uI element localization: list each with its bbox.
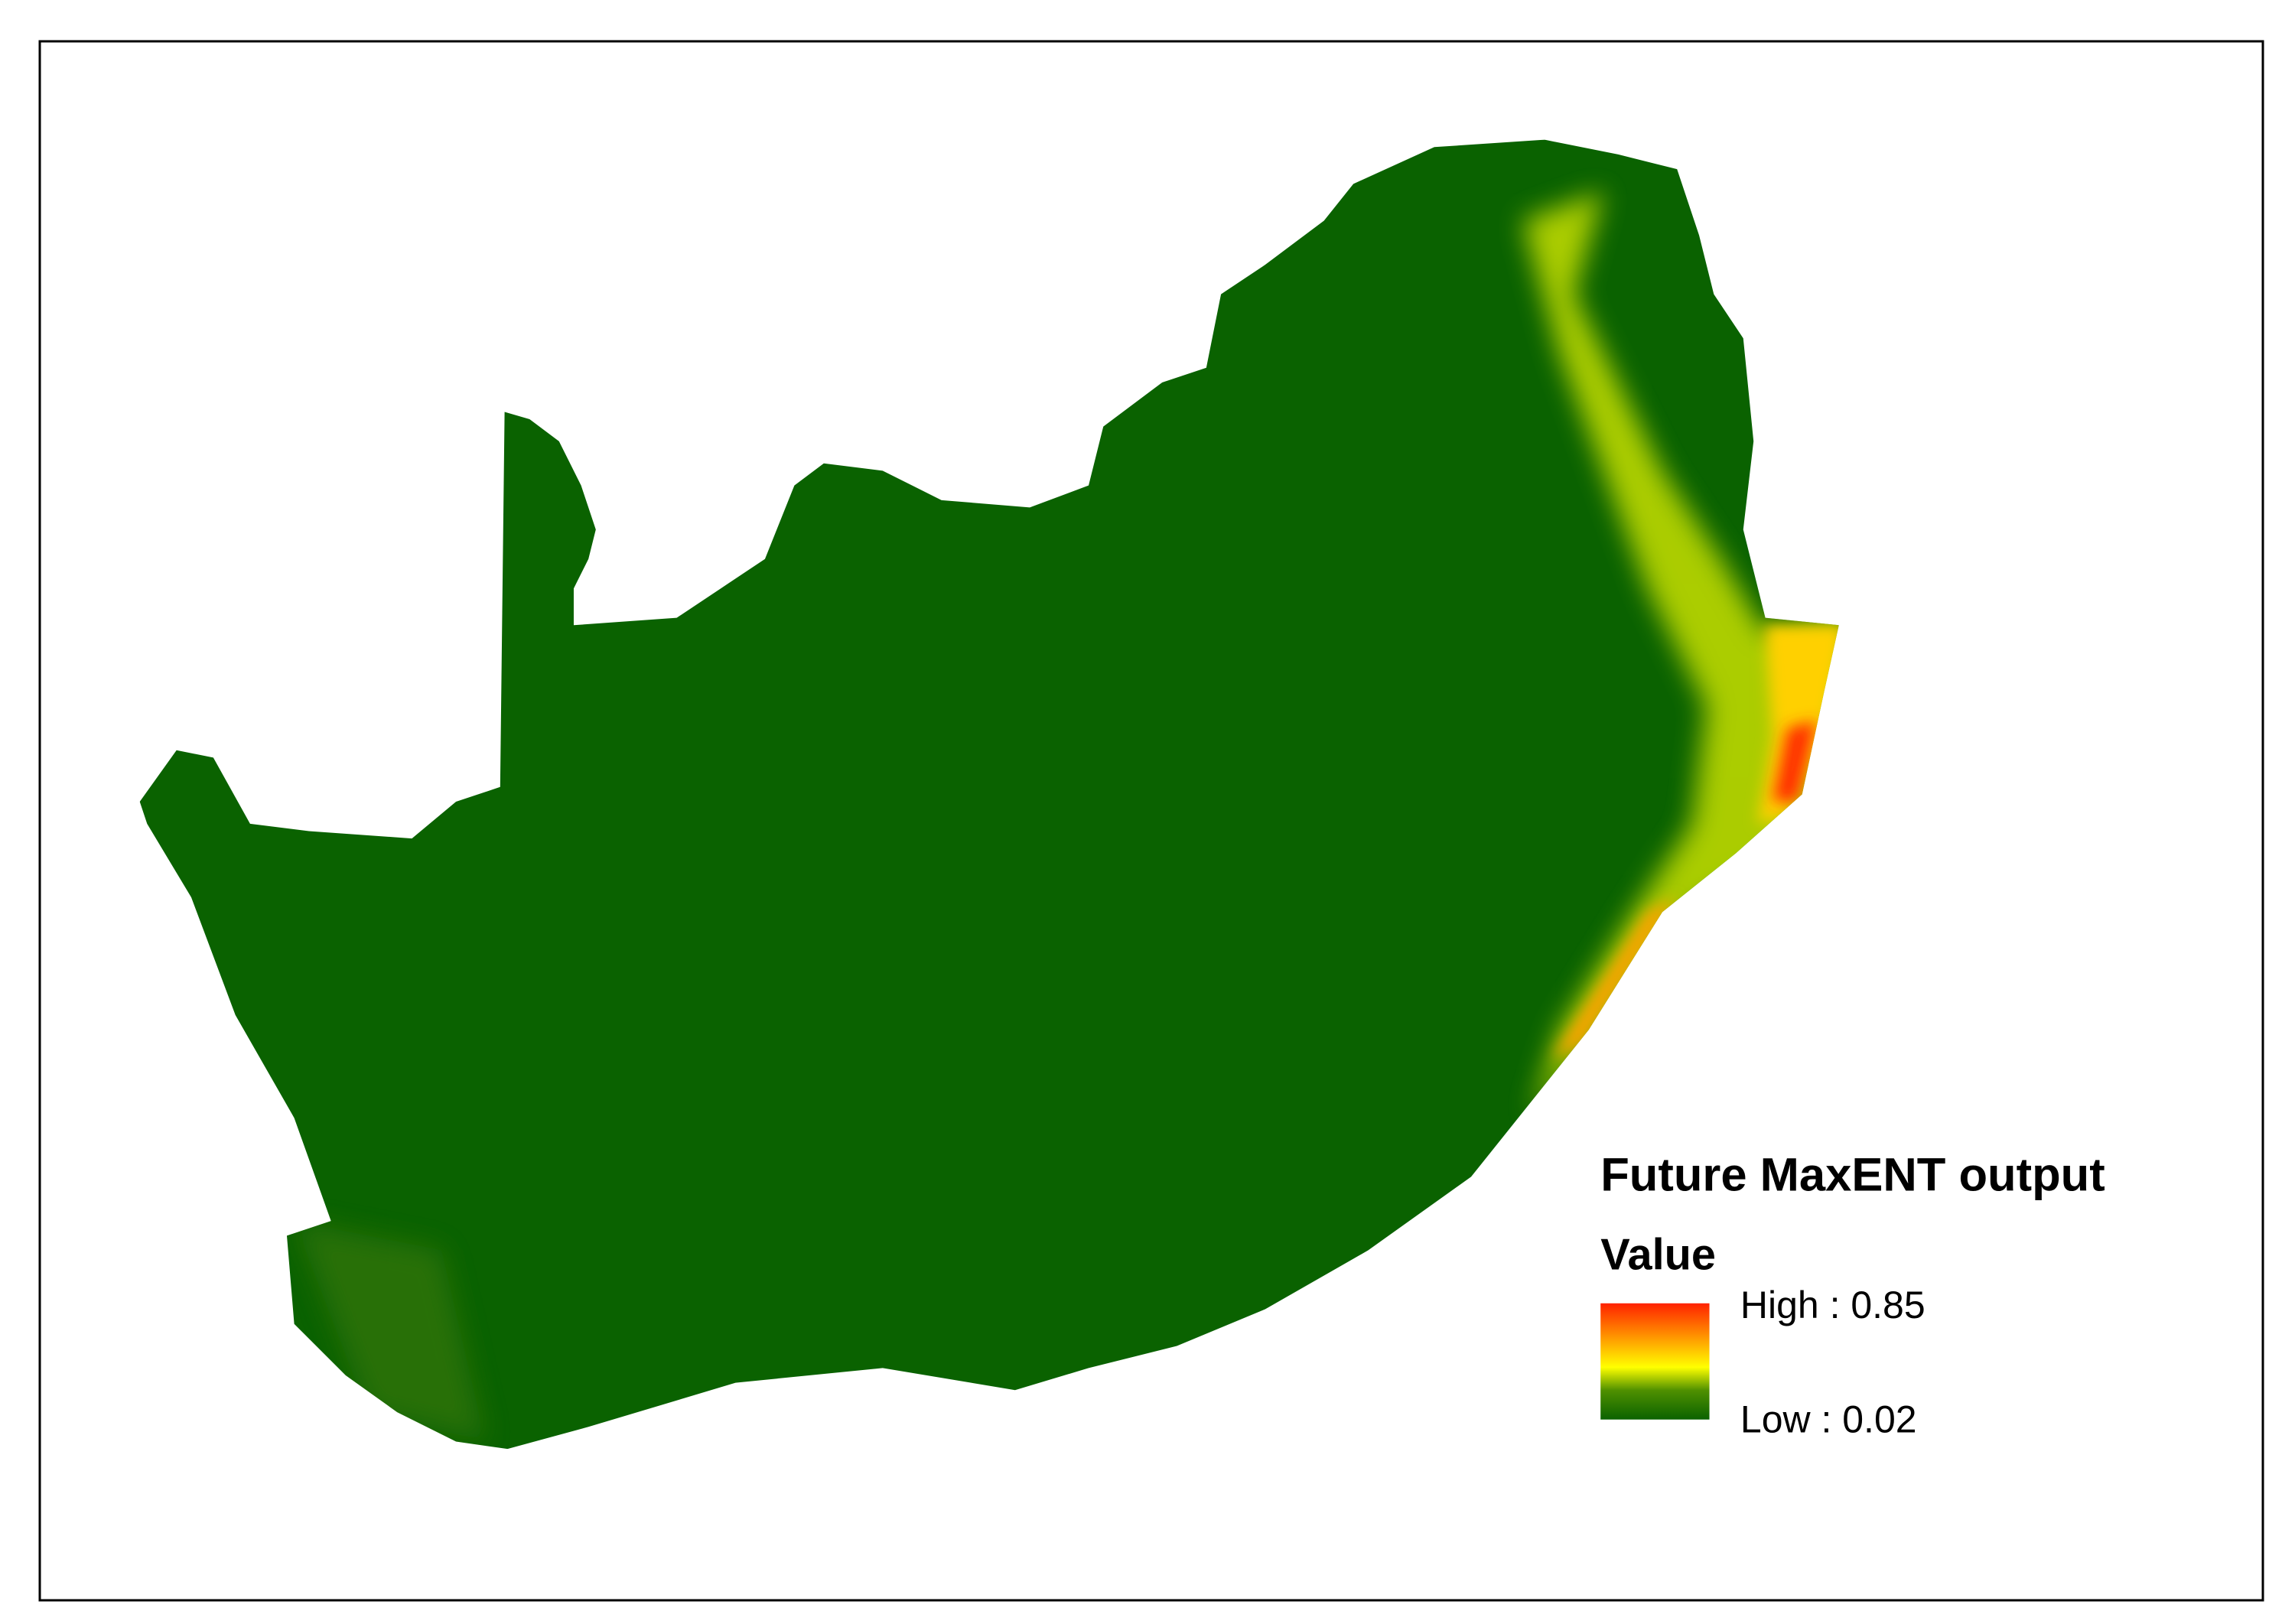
suitability-peak	[1773, 721, 1817, 802]
legend-title: Future MaxENT output	[1600, 1149, 2105, 1202]
legend-low: Low : 0.02	[1740, 1398, 1917, 1441]
legend-subtitle: Value	[1600, 1230, 1716, 1279]
suitability-coast	[1551, 897, 1678, 1059]
legend-high: High : 0.85	[1740, 1284, 1926, 1326]
legend-ramp	[1600, 1303, 1710, 1420]
suitability-band	[1522, 190, 1839, 1118]
suitability-low	[294, 1221, 486, 1442]
